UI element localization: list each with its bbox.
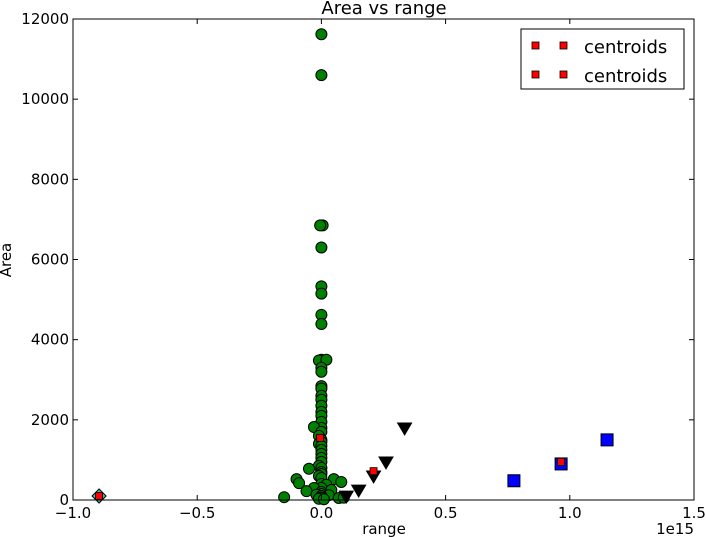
data-point-circle — [302, 462, 315, 475]
legend-marker-1a — [531, 41, 540, 50]
data-point-circle — [315, 241, 328, 254]
series-triangle-down — [338, 422, 413, 504]
legend-marker-2b — [559, 70, 568, 79]
y-tick-label: 8000 — [31, 170, 69, 188]
legend: centroids centroids — [520, 28, 685, 90]
marks-layer — [91, 28, 614, 506]
x-tick-label: 0.5 — [434, 504, 458, 522]
y-tick-label: 2000 — [31, 411, 69, 429]
y-tick-label: 0 — [59, 491, 69, 509]
data-point-circle — [314, 219, 327, 232]
y-tick-label: 4000 — [31, 331, 69, 349]
centroid-point — [557, 458, 566, 466]
legend-marker-2a — [531, 70, 540, 79]
data-point-circle — [315, 28, 328, 41]
data-point-circle — [278, 491, 291, 504]
y-tick-label: 12000 — [21, 10, 69, 28]
data-point-circle — [315, 287, 328, 300]
data-point-circle — [293, 477, 306, 490]
x-tick-label: 1.0 — [558, 504, 582, 522]
series-circle — [278, 28, 350, 506]
legend-entry-2: centroids — [584, 66, 667, 87]
legend-entry-1: centroids — [584, 37, 667, 58]
centroid-point — [95, 492, 103, 500]
x-tick-label: −0.5 — [179, 504, 215, 522]
x-tick-label: 0.0 — [309, 504, 333, 522]
legend-marker-1b — [559, 41, 568, 50]
data-point-circle — [300, 485, 313, 498]
ticks-layer: −1.0 −0.5 0.0 0.5 1.0 1.5 0 2000 4000 6000 8000 100… — [21, 10, 706, 522]
data-point-triangle — [378, 456, 394, 470]
legend-box — [520, 28, 685, 90]
data-point-circle — [315, 69, 328, 82]
y-tick-label: 10000 — [21, 90, 69, 108]
plot-frame — [72, 18, 695, 501]
chart-title: Area vs range — [321, 0, 446, 19]
data-point-triangle — [350, 484, 367, 498]
x-axis-label: range — [362, 520, 406, 537]
data-point-square — [600, 433, 614, 447]
data-point-circle — [335, 475, 348, 488]
x-tick-label: 1.5 — [682, 504, 706, 522]
x-tick-label: −1.0 — [55, 504, 91, 522]
data-point-triangle — [338, 490, 355, 504]
y-tick-label: 6000 — [31, 251, 69, 269]
centroid-point — [316, 433, 325, 442]
series-small-square — [95, 433, 566, 500]
y-axis-label: Area — [0, 243, 15, 278]
data-point-triangle — [396, 422, 413, 436]
data-point-circle — [315, 318, 328, 331]
centroid-point — [369, 467, 378, 476]
data-point-square — [507, 474, 521, 488]
x-axis-offset-label: 1e15 — [656, 520, 694, 537]
data-point-circle — [315, 365, 328, 378]
